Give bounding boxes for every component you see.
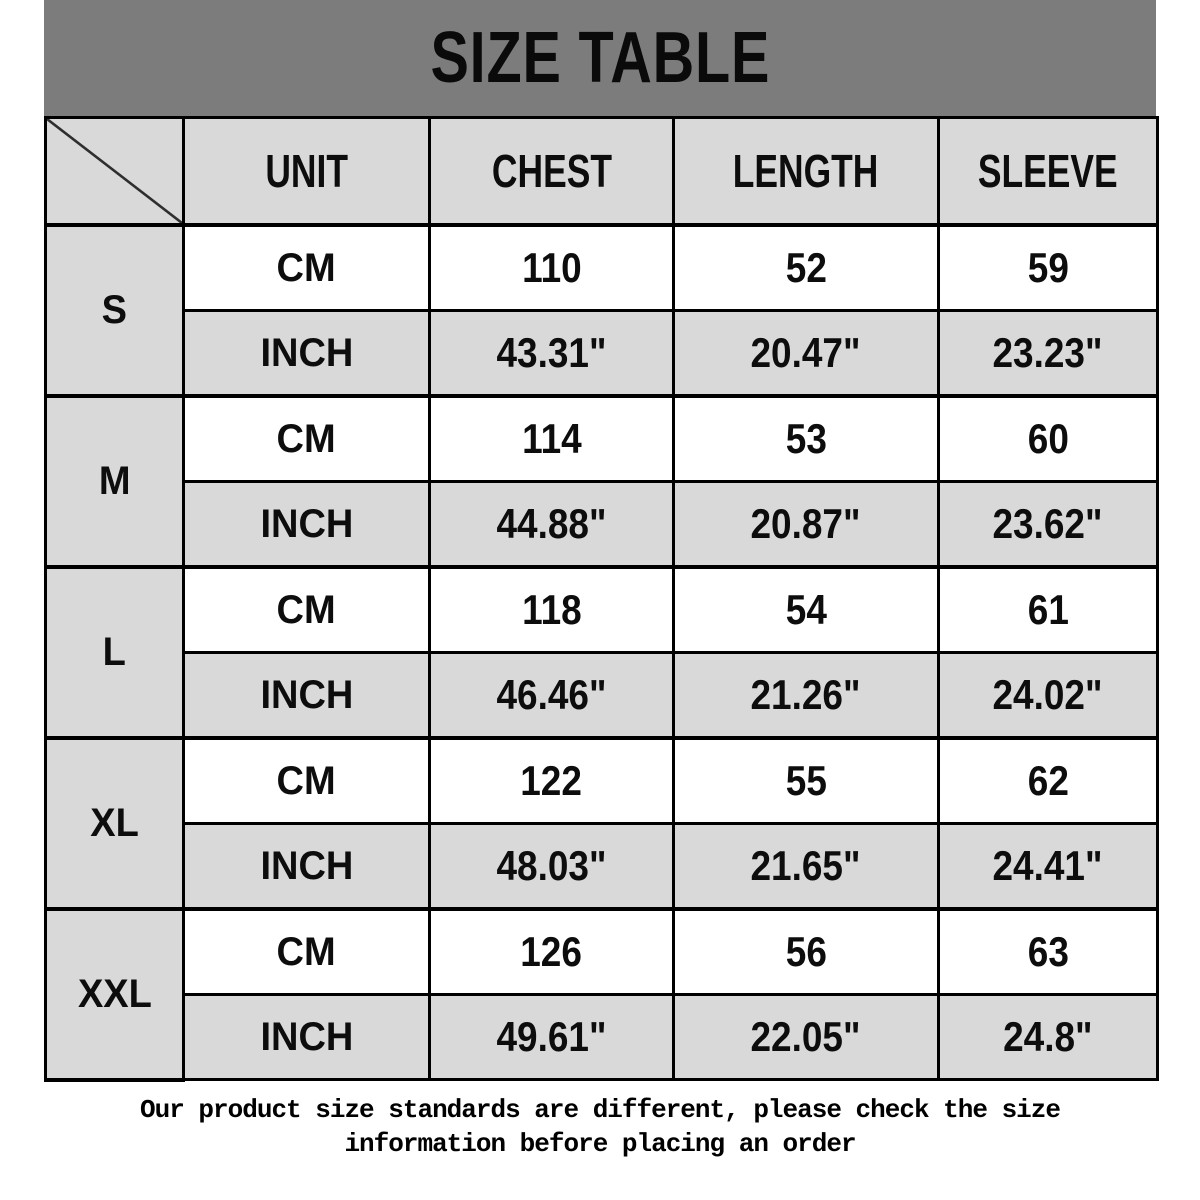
page-title: SIZE TABLE <box>430 18 770 98</box>
value-cell: 110 <box>428 223 675 312</box>
value-cell: 48.03" <box>428 822 675 911</box>
header-row: UNIT CHEST LENGTH SLEEVE <box>44 116 1159 227</box>
unit-cell: INCH <box>182 651 431 740</box>
value-cell: 24.02" <box>937 651 1159 740</box>
value-cell: 23.62" <box>937 480 1159 569</box>
table-row: INCH 49.61" 22.05" 24.8" <box>46 993 1159 1081</box>
unit-cell: CM <box>182 223 431 312</box>
unit-cell: CM <box>182 736 431 825</box>
value-cell: 43.31" <box>428 309 675 398</box>
unit-cell: INCH <box>182 480 431 569</box>
unit-cell: INCH <box>182 822 431 911</box>
value-cell: 118 <box>428 565 675 654</box>
size-cell: XXL <box>44 907 185 1082</box>
column-header-length: LENGTH <box>672 116 940 227</box>
value-cell: 21.26" <box>672 651 940 740</box>
column-header-chest: CHEST <box>428 116 675 227</box>
value-cell: 20.47" <box>672 309 940 398</box>
table-row: XXL CM 126 56 63 <box>44 907 1159 1082</box>
footer-note: Our product size standards are different… <box>0 1093 1200 1161</box>
value-cell: 46.46" <box>428 651 675 740</box>
value-cell: 62 <box>937 736 1159 825</box>
column-header-sleeve: SLEEVE <box>937 116 1159 227</box>
unit-cell: CM <box>182 565 431 654</box>
unit-cell: CM <box>182 394 431 483</box>
value-cell: 114 <box>428 394 675 483</box>
value-cell: 24.8" <box>937 993 1159 1081</box>
table-row: INCH 43.31" 20.47" 23.23" <box>46 309 1159 398</box>
value-cell: 56 <box>672 907 940 996</box>
value-cell: 53 <box>672 394 940 483</box>
corner-cell <box>44 116 185 227</box>
value-cell: 60 <box>937 394 1159 483</box>
table-row: INCH 48.03" 21.65" 24.41" <box>46 822 1159 911</box>
footer-note-line2: information before placing an order <box>344 1129 856 1159</box>
unit-cell: INCH <box>182 309 431 398</box>
size-cell: M <box>44 394 185 569</box>
table-row: M CM 114 53 60 <box>44 394 1159 569</box>
value-cell: 63 <box>937 907 1159 996</box>
value-cell: 20.87" <box>672 480 940 569</box>
value-cell: 59 <box>937 223 1159 312</box>
table-row: INCH 44.88" 20.87" 23.62" <box>46 480 1159 569</box>
size-cell: XL <box>44 736 185 911</box>
value-cell: 61 <box>937 565 1159 654</box>
value-cell: 52 <box>672 223 940 312</box>
table-row: INCH 46.46" 21.26" 24.02" <box>46 651 1159 740</box>
value-cell: 54 <box>672 565 940 654</box>
diagonal-line <box>47 119 182 223</box>
value-cell: 23.23" <box>937 309 1159 398</box>
value-cell: 49.61" <box>428 993 675 1081</box>
value-cell: 21.65" <box>672 822 940 911</box>
size-cell: L <box>44 565 185 740</box>
unit-cell: CM <box>182 907 431 996</box>
value-cell: 24.41" <box>937 822 1159 911</box>
value-cell: 44.88" <box>428 480 675 569</box>
table-row: L CM 118 54 61 <box>44 565 1159 740</box>
size-chart-table: UNIT CHEST LENGTH SLEEVE S CM 110 52 59 … <box>44 116 1159 1082</box>
table-row: XL CM 122 55 62 <box>44 736 1159 911</box>
unit-cell: INCH <box>182 993 431 1081</box>
value-cell: 55 <box>672 736 940 825</box>
title-banner: SIZE TABLE <box>44 0 1156 116</box>
value-cell: 122 <box>428 736 675 825</box>
size-cell: S <box>44 223 185 398</box>
footer-note-line1: Our product size standards are different… <box>140 1095 1061 1125</box>
value-cell: 22.05" <box>672 993 940 1081</box>
value-cell: 126 <box>428 907 675 996</box>
table-row: S CM 110 52 59 <box>44 223 1159 398</box>
column-header-unit: UNIT <box>182 116 431 227</box>
